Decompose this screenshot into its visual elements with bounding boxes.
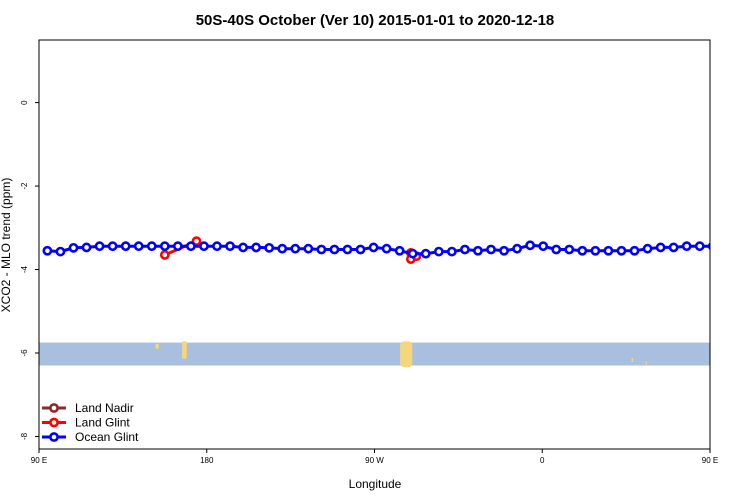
ocean-glint-point	[681, 241, 692, 252]
chart-title: 50S-40S October (Ver 10) 2015-01-01 to 2…	[196, 12, 555, 29]
ocean-glint-point	[564, 244, 575, 255]
ocean-glint-point	[407, 248, 418, 259]
ocean-glint-point	[120, 241, 131, 252]
legend-swatch-point	[49, 403, 59, 413]
y-tick-label: -6	[20, 349, 29, 357]
x-tick-label: 0	[540, 456, 545, 465]
ocean-glint-point	[264, 242, 275, 253]
ocean-glint-point	[551, 244, 562, 255]
legend-swatch-point	[49, 417, 59, 428]
ocean-glint-point	[42, 245, 53, 256]
land-glint-point	[159, 250, 170, 260]
ocean-glint-point	[355, 244, 366, 255]
y-tick-label: -4	[20, 265, 29, 273]
map-strip	[39, 341, 746, 368]
ocean-glint-point	[459, 244, 470, 255]
ocean-glint-point	[238, 242, 248, 253]
y-axis-label: XCO2 - MLO trend (ppm)	[0, 178, 13, 313]
ocean-glint-point	[446, 246, 457, 257]
ocean-glint-point	[172, 241, 183, 252]
land-patch	[155, 343, 159, 349]
land-patch	[743, 344, 746, 349]
ocean-glint-point	[420, 248, 431, 259]
ocean-glint-point	[316, 244, 327, 255]
ocean-glint-point	[329, 244, 340, 255]
ocean-glint-point	[303, 243, 314, 254]
land-patch	[182, 341, 187, 359]
ocean-glint-point	[629, 245, 640, 256]
series-layer	[42, 236, 742, 265]
x-tick-label: 90 W	[365, 456, 384, 465]
y-tick-label: 0	[20, 100, 29, 105]
x-axis: 90 E 180 90 W 0 90 E	[31, 449, 718, 465]
legend-label: Land Glint	[75, 416, 130, 430]
y-axis: 0 -2 -4 -6 -8	[20, 100, 39, 440]
ocean-glint-point	[199, 241, 209, 252]
ocean-glint-point	[290, 243, 301, 254]
ocean-glint-point	[146, 241, 157, 252]
ocean-glint-point	[694, 241, 705, 252]
ocean-glint-point	[394, 245, 405, 256]
legend-label: Ocean Glint	[75, 430, 139, 444]
ocean-glint-point	[512, 243, 522, 254]
y-tick-label: -2	[20, 182, 29, 190]
x-axis-label: Longitude	[349, 477, 402, 491]
ocean-glint-line	[47, 243, 710, 256]
ocean-glint-point	[133, 241, 144, 252]
ocean-glint-point	[68, 242, 79, 253]
y-tick-label: -8	[20, 432, 29, 440]
ocean-glint-point	[251, 242, 262, 253]
ocean-glint-point	[590, 245, 601, 256]
ocean-glint-point	[616, 245, 627, 256]
legend-swatch-point	[49, 432, 59, 442]
ocean-glint-point	[277, 243, 288, 254]
ocean-glint-point	[225, 241, 235, 252]
ocean-glint-point	[94, 241, 105, 252]
ocean-glint-point	[55, 246, 66, 257]
ocean-glint-point	[159, 241, 170, 252]
land-patch	[400, 341, 413, 368]
ocean-glint-point	[342, 244, 353, 255]
ocean-glint-point	[486, 244, 496, 255]
land-patch	[631, 358, 634, 363]
ocean-glint-point	[722, 243, 729, 250]
ocean-glint-point	[107, 241, 118, 252]
ocean-glint-point	[642, 243, 653, 254]
ocean-glint-point	[655, 242, 666, 253]
ocean-glint-point	[603, 245, 614, 256]
ocean-glint-point	[433, 246, 444, 257]
ocean-glint-point	[577, 245, 588, 256]
legend-label: Land Nadir	[75, 401, 134, 415]
ocean-band	[39, 342, 710, 366]
x-tick-label: 180	[200, 456, 214, 465]
land-patch	[645, 361, 647, 365]
ocean-glint-point	[525, 240, 536, 251]
ocean-glint-point	[81, 242, 92, 253]
ocean-glint-point	[381, 243, 392, 254]
ocean-glint-point	[186, 241, 196, 252]
ocean-glint-point	[212, 241, 222, 252]
x-tick-label: 90 E	[702, 456, 718, 465]
ocean-glint-point	[538, 241, 549, 252]
ocean-glint-point	[735, 244, 742, 251]
ocean-glint-point	[473, 245, 483, 256]
ocean-glint-point	[668, 242, 679, 253]
x-tick-label: 90 E	[31, 456, 47, 465]
ocean-glint-point	[499, 245, 509, 256]
ocean-glint-point	[368, 242, 379, 253]
